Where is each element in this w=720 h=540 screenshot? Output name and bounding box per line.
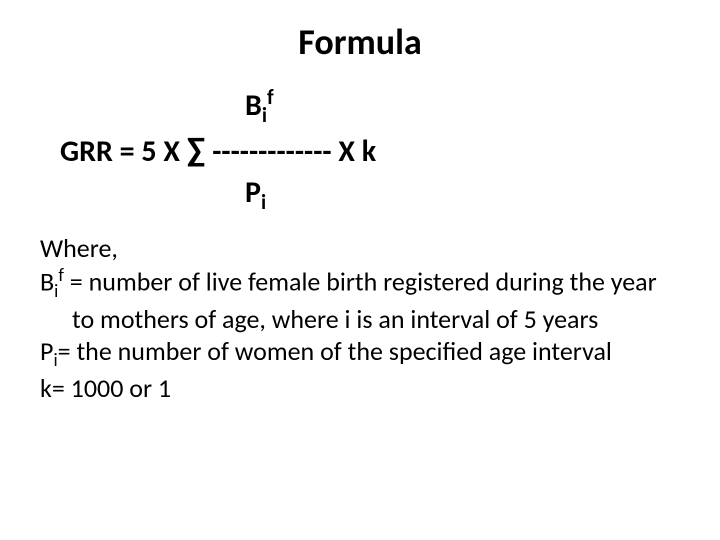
formula-dashes: ------------- — [205, 133, 338, 170]
def-sym-base: k — [40, 372, 52, 404]
def-eq: = — [58, 335, 77, 367]
def-text: the number of women of the specified age… — [76, 335, 611, 367]
formula-lhs: GRR = 5 X — [60, 133, 187, 170]
def-eq: = — [52, 372, 71, 404]
where-label: Where, — [40, 232, 680, 265]
sigma-symbol: ∑ — [187, 130, 206, 171]
def-row: Bif = number of live female birth regist… — [40, 264, 680, 335]
slide-title: Formula — [40, 20, 680, 64]
numerator-sup: f — [267, 84, 274, 110]
def-text: 1000 or 1 — [71, 372, 171, 404]
formula-block: Bif GRR = 5 X ∑ ------------- X k Pi — [60, 84, 680, 217]
formula-numerator-line: Bif — [60, 84, 680, 129]
formula-rhs: X k — [338, 133, 376, 170]
where-block: Where, Bif = number of live female birth… — [40, 232, 680, 405]
def-row: k= 1000 or 1 — [40, 372, 680, 405]
denominator-sub: i — [261, 189, 266, 215]
numerator-base: B — [245, 87, 262, 124]
def-row: Pi= the number of women of the specified… — [40, 335, 680, 372]
def-eq: = — [64, 266, 89, 298]
formula-denominator-line: Pi — [60, 173, 680, 216]
denominator-base: P — [245, 174, 261, 211]
def-text: number of live female birth registered d… — [72, 266, 657, 335]
def-sym-base: P — [40, 335, 53, 367]
formula-main-line: GRR = 5 X ∑ ------------- X k — [60, 129, 680, 173]
def-sym-base: B — [40, 266, 54, 298]
